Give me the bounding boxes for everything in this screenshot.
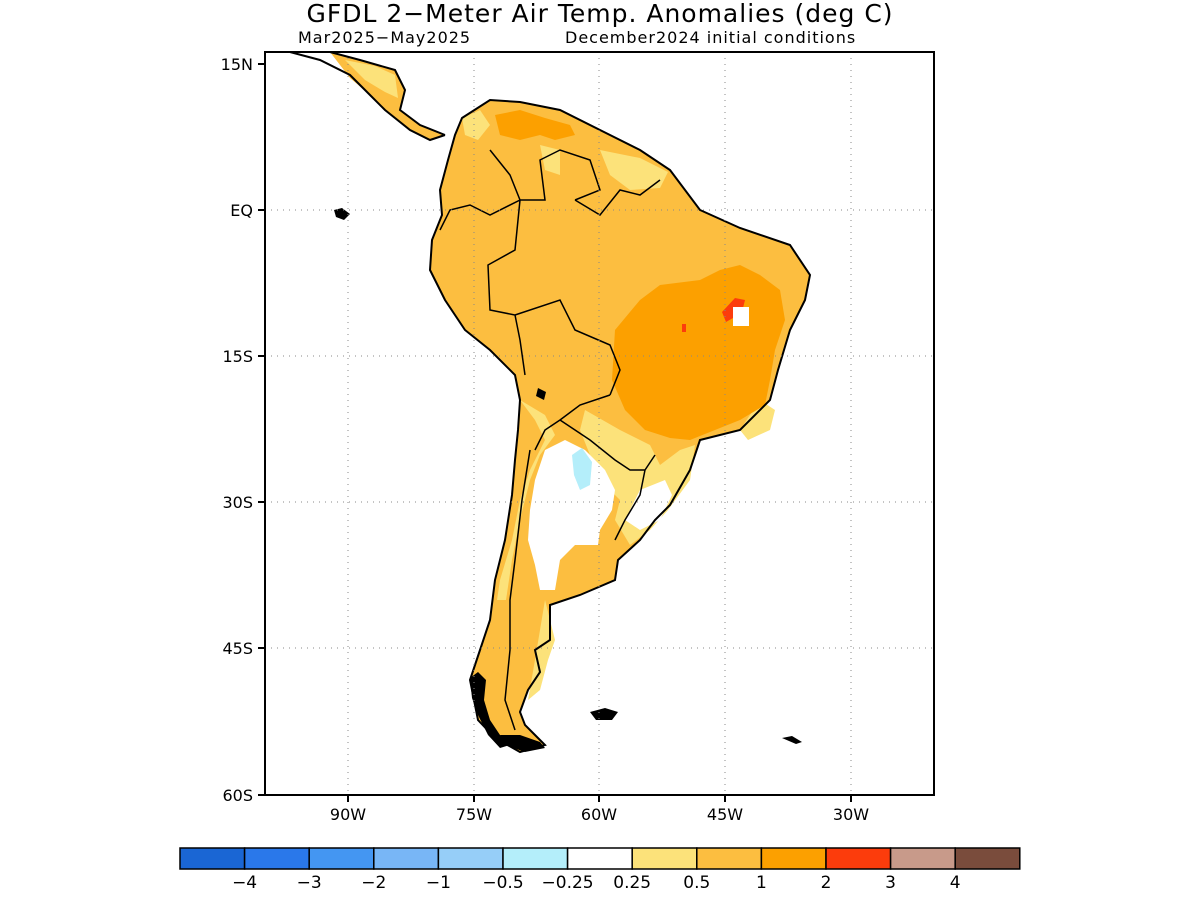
colorbar-swatch — [502, 847, 569, 870]
colorbar-swatch — [954, 847, 1021, 870]
longitude-labels: 90W 75W 60W 45W 30W — [330, 805, 869, 824]
latitude-labels: 15N EQ 15S 30S 45S 60S — [221, 55, 253, 805]
galapagos-islands — [334, 208, 350, 220]
lon-label: 60W — [581, 805, 617, 824]
east-yellow-band — [580, 410, 695, 545]
colorbar-label: 0.25 — [613, 873, 651, 893]
missing-data-cell — [733, 307, 749, 326]
colorbar-label: 1 — [756, 873, 767, 893]
lat-label: 15S — [222, 347, 253, 366]
colorbar-swatch — [179, 847, 246, 870]
falkland-islands — [590, 708, 618, 720]
colorbar-label: 2 — [821, 873, 832, 893]
lake-titicaca — [536, 388, 546, 400]
initial-conditions: December2024 initial conditions — [565, 28, 857, 47]
colorbar-label: −2 — [361, 873, 386, 893]
country-borders — [439, 149, 661, 731]
colorbar-label: −4 — [232, 873, 257, 893]
colorbar-label: 0.5 — [683, 873, 710, 893]
colorbar-label: −0.5 — [482, 873, 523, 893]
colorbar-swatch — [566, 847, 633, 870]
colorbar-swatch — [631, 847, 698, 870]
lat-label: EQ — [230, 201, 253, 220]
lat-label: 15N — [221, 55, 253, 74]
coastline — [428, 98, 812, 754]
colorbar-label: −3 — [297, 873, 322, 893]
forecast-period: Mar2025−May2025 — [298, 28, 472, 47]
colorbar: −4 −3 −2 −1 −0.5 −0.25 0.25 0.5 1 2 3 4 — [179, 847, 1021, 893]
lon-label: 30W — [833, 805, 869, 824]
colorbar-swatch — [825, 847, 892, 870]
uruguay-neutral-region — [625, 480, 672, 530]
chart-title: GFDL 2−Meter Air Temp. Anomalies (deg C) — [306, 0, 894, 28]
colorbar-swatch — [308, 847, 375, 870]
colorbar-label: 4 — [950, 873, 961, 893]
colorbar-swatch — [437, 847, 504, 870]
coast-yellow-band — [740, 400, 775, 440]
argentina-neutral-region — [528, 440, 615, 590]
colorbar-swatch — [760, 847, 827, 870]
lat-label: 45S — [222, 639, 253, 658]
colorbar-swatch — [889, 847, 956, 870]
andes-yellow-band — [497, 400, 555, 600]
lon-label: 75W — [456, 805, 492, 824]
colorbar-swatch — [696, 847, 763, 870]
lon-label: 90W — [330, 805, 366, 824]
patagonia-yellow-band — [528, 600, 555, 700]
colorbar-label: −0.25 — [542, 873, 594, 893]
lat-label: 60S — [222, 786, 253, 805]
tierra-del-fuego — [500, 735, 545, 752]
central-america-light — [345, 60, 398, 98]
south-georgia — [782, 736, 802, 744]
central-america-fill — [330, 52, 445, 140]
small-hotspot — [682, 324, 686, 332]
northwest-warm-region — [495, 110, 575, 140]
colorbar-swatch — [243, 847, 310, 870]
lon-label: 45W — [707, 805, 743, 824]
axis-ticks — [258, 63, 852, 802]
map-content — [289, 52, 812, 754]
north-yellow-patch — [462, 110, 490, 140]
colorbar-label: −1 — [426, 873, 451, 893]
cool-anomaly-patch — [572, 448, 592, 490]
lat-label: 30S — [222, 493, 253, 512]
chile-fjords — [470, 672, 510, 748]
central-america-coast — [289, 52, 446, 142]
guiana-yellow-patch — [600, 150, 668, 190]
continent-fill — [430, 100, 810, 752]
colorbar-label: 3 — [885, 873, 896, 893]
colorbar-swatch — [373, 847, 440, 870]
